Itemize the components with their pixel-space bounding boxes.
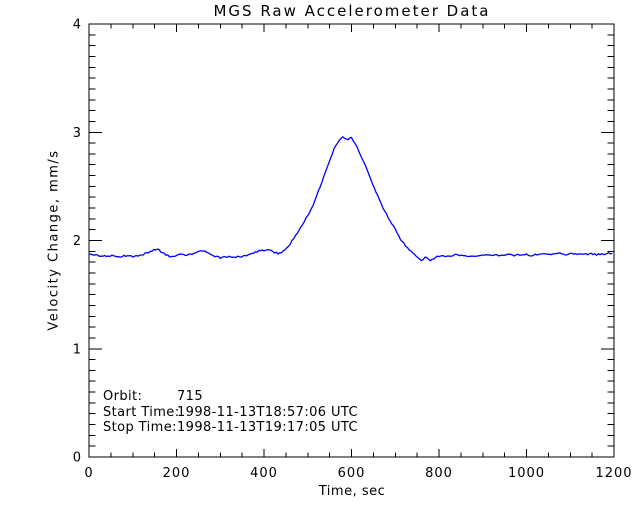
stop-time-line: Stop Time:1998-11-13T19:17:05 UTC	[103, 420, 358, 436]
y-tick-label: 1	[73, 342, 82, 357]
y-axis-title: Velocity Change, mm/s	[46, 149, 62, 331]
y-tick-label: 4	[73, 18, 82, 33]
y-tick-label: 3	[73, 126, 82, 141]
chart-title: MGS Raw Accelerometer Data	[213, 2, 491, 20]
stop-time-label: Stop Time:	[103, 420, 177, 435]
stop-time-value: 1998-11-13T19:17:05 UTC	[177, 420, 358, 435]
y-tick-label: 2	[73, 234, 82, 249]
velocity-change-line	[88, 136, 613, 262]
x-tick-label: 0	[84, 466, 93, 481]
x-tick-label: 1200	[595, 466, 632, 481]
x-tick-label: 400	[250, 466, 278, 481]
x-tick-label: 800	[425, 466, 453, 481]
orbit-label: Orbit:	[103, 389, 143, 404]
orbit-line: Orbit: 715	[103, 389, 358, 405]
x-tick-label: 1000	[508, 466, 545, 481]
start-time-label: Start Time:	[103, 404, 180, 420]
x-axis-title: Time, sec	[318, 484, 386, 499]
info-block: Orbit: 715 Start Time:1998-11-13T18:57:06…	[103, 389, 358, 436]
start-time-line: Start Time:1998-11-13T18:57:06 UTC	[103, 405, 358, 421]
x-tick-label: 600	[338, 466, 366, 481]
start-time-value: 1998-11-13T18:57:06 UTC	[177, 404, 358, 420]
y-tick-label: 0	[73, 451, 82, 466]
x-tick-label: 200	[163, 466, 191, 481]
orbit-value: 715	[177, 389, 204, 404]
